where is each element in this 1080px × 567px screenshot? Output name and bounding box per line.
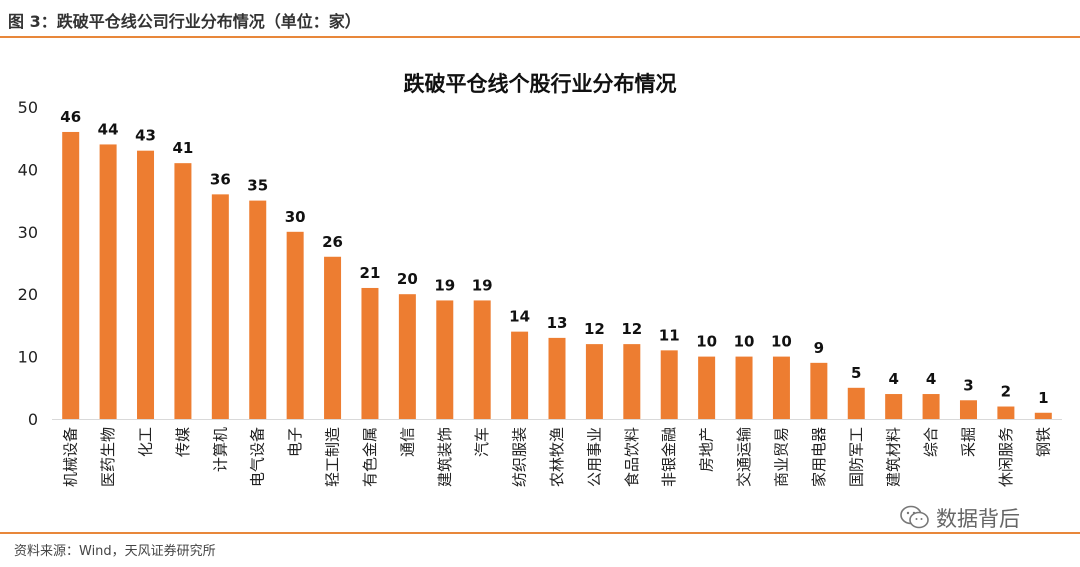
data-label-6: 30 xyxy=(285,208,306,226)
x-tick-label-19: 商业贸易 xyxy=(772,427,790,487)
y-tick-label-2: 20 xyxy=(18,285,38,304)
bar-0 xyxy=(62,131,80,419)
data-label-24: 3 xyxy=(963,376,973,394)
bar-16 xyxy=(660,350,678,419)
x-tick-label-21: 国防军工 xyxy=(847,427,865,487)
data-label-25: 2 xyxy=(1001,383,1011,401)
x-tick-label-23: 综合 xyxy=(922,427,940,457)
x-tick-label-5: 电气设备 xyxy=(249,427,267,487)
x-tick-label-10: 建筑装饰 xyxy=(436,427,454,487)
bar-15 xyxy=(623,344,641,419)
data-label-1: 44 xyxy=(98,120,119,138)
bar-1 xyxy=(99,144,117,419)
data-label-15: 12 xyxy=(621,320,642,338)
x-tick-label-17: 房地产 xyxy=(698,427,716,472)
x-tick-label-24: 采掘 xyxy=(959,427,977,457)
y-tick-label-0: 0 xyxy=(28,410,38,429)
x-tick-label-26: 钢铁 xyxy=(1034,427,1052,457)
watermark: 数据背后 xyxy=(900,503,1020,533)
data-label-14: 12 xyxy=(584,320,605,338)
data-label-20: 9 xyxy=(814,339,824,357)
top-divider xyxy=(0,36,1080,38)
x-tick-label-22: 建筑材料 xyxy=(885,427,903,487)
x-tick-label-0: 机械设备 xyxy=(62,427,80,487)
y-tick-label-4: 40 xyxy=(18,160,38,179)
x-tick-label-13: 农林牧渔 xyxy=(548,427,566,487)
data-label-22: 4 xyxy=(888,370,898,388)
data-label-11: 19 xyxy=(472,276,493,294)
x-tick-label-20: 家用电器 xyxy=(810,427,828,487)
bar-7 xyxy=(324,256,342,419)
bar-4 xyxy=(211,194,229,419)
wechat-icon xyxy=(900,505,929,529)
x-tick-label-6: 电子 xyxy=(286,427,304,457)
bar-6 xyxy=(286,231,304,419)
x-tick-label-8: 有色金属 xyxy=(361,427,379,487)
chart-title: 跌破平仓线个股行业分布情况 xyxy=(404,72,677,96)
bar-14 xyxy=(585,344,603,419)
x-tick-label-16: 非银金融 xyxy=(660,427,678,487)
bar-17 xyxy=(698,356,716,419)
bar-20 xyxy=(810,362,828,419)
data-label-2: 43 xyxy=(135,127,156,145)
bar-8 xyxy=(361,287,379,419)
bar-9 xyxy=(398,294,416,419)
bar-12 xyxy=(511,331,529,419)
y-tick-label-1: 10 xyxy=(18,348,38,367)
bar-3 xyxy=(174,163,192,419)
data-label-7: 26 xyxy=(322,233,343,251)
bar-19 xyxy=(772,356,790,419)
watermark-text: 数据背后 xyxy=(936,507,1020,531)
x-tick-label-14: 公用事业 xyxy=(585,427,603,487)
data-label-10: 19 xyxy=(434,276,455,294)
y-tick-label-3: 30 xyxy=(18,223,38,242)
x-tick-label-15: 食品饮料 xyxy=(623,427,641,487)
x-tick-label-1: 医药生物 xyxy=(99,427,117,487)
data-label-18: 10 xyxy=(734,333,755,351)
bar-2 xyxy=(137,150,155,419)
data-label-8: 21 xyxy=(360,264,381,282)
x-tick-label-11: 汽车 xyxy=(473,427,491,457)
bar-24 xyxy=(959,400,977,419)
x-tick-label-3: 传媒 xyxy=(174,427,192,457)
bar-11 xyxy=(473,300,491,419)
bar-5 xyxy=(249,200,267,419)
bar-22 xyxy=(885,394,903,419)
bar-10 xyxy=(436,300,454,419)
bottom-divider xyxy=(0,532,1080,534)
x-tick-label-18: 交通运输 xyxy=(735,427,753,487)
x-tick-label-12: 纺织服装 xyxy=(511,427,529,487)
bar-23 xyxy=(922,394,940,419)
source-note: 资料来源：Wind，天风证券研究所 xyxy=(14,544,216,559)
data-label-0: 46 xyxy=(60,108,81,126)
x-tick-label-4: 计算机 xyxy=(211,427,229,472)
bar-21 xyxy=(847,387,865,419)
figure-caption: 图 3：跌破平仓线公司行业分布情况（单位：家） xyxy=(8,12,361,31)
x-tick-label-7: 轻工制造 xyxy=(324,427,342,487)
data-label-19: 10 xyxy=(771,333,792,351)
bar-13 xyxy=(548,337,566,419)
bar-25 xyxy=(997,406,1015,419)
data-label-5: 35 xyxy=(247,177,268,195)
data-label-26: 1 xyxy=(1038,389,1048,407)
x-tick-label-25: 休闲服务 xyxy=(997,427,1015,487)
x-tick-label-9: 通信 xyxy=(398,427,416,457)
x-tick-label-2: 化工 xyxy=(137,427,155,457)
bar-18 xyxy=(735,356,753,419)
data-label-17: 10 xyxy=(696,333,717,351)
data-label-9: 20 xyxy=(397,270,418,288)
bar-26 xyxy=(1034,412,1052,419)
data-label-16: 11 xyxy=(659,326,680,344)
data-label-13: 13 xyxy=(547,314,568,332)
data-label-4: 36 xyxy=(210,170,231,188)
y-tick-label-5: 50 xyxy=(18,98,38,117)
data-label-12: 14 xyxy=(509,308,530,326)
data-label-3: 41 xyxy=(172,139,193,157)
data-label-23: 4 xyxy=(926,370,936,388)
data-label-21: 5 xyxy=(851,364,861,382)
